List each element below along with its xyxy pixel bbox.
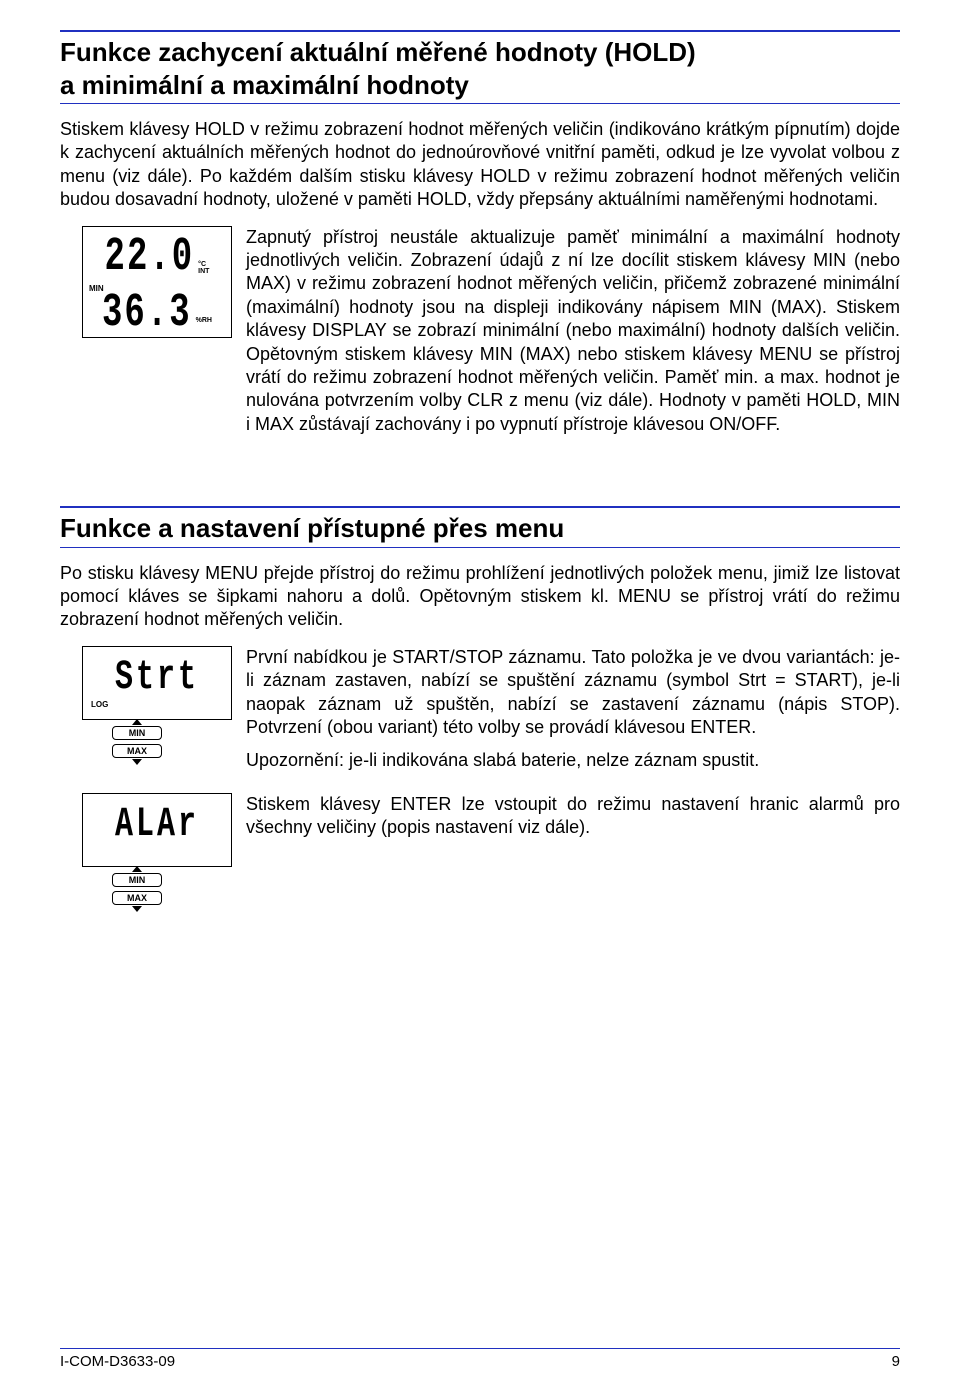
menu-item1-para-b: Upozornění: je-li indikována slabá bater…: [246, 749, 900, 772]
btn-min-2: MIN: [112, 873, 162, 887]
menu-item1-row: Strt LOG MIN MAX První nabídkou je START…: [82, 646, 900, 783]
section1-row: 22.0 °C INT MIN 36.3 %RH Zapnutý přístro…: [82, 226, 900, 447]
rule-top: [60, 30, 900, 32]
footer-rule: [60, 1348, 900, 1349]
rule-section2-top: [60, 506, 900, 508]
section2-para1: Po stisku klávesy MENU přejde přístroj d…: [60, 562, 900, 632]
section1-para1: Stiskem klávesy HOLD v režimu zobrazení …: [60, 118, 900, 212]
section1-para2: Zapnutý přístroj neustále aktualizuje pa…: [246, 226, 900, 437]
lcd-value-temp: 22.0: [105, 231, 195, 284]
page: Funkce zachycení aktuální měřené hodnoty…: [0, 0, 960, 1390]
lcd-unit-temp-int: INT: [198, 268, 209, 275]
footer-doc-id: I-COM-D3633-09: [60, 1353, 175, 1370]
lcd-alar: ALAr: [82, 793, 232, 867]
rule-under-title2: [60, 547, 900, 548]
lcd-label-log: LOG: [91, 700, 108, 709]
btn-max-1: MAX: [112, 744, 162, 758]
btn-min-1: MIN: [112, 726, 162, 740]
section2-title: Funkce a nastavení přístupné přes menu: [60, 512, 900, 545]
menu-item2-row: ALAr MIN MAX Stiskem klávesy ENTER lze v…: [82, 793, 900, 905]
lcd-unit-temp-c: °C: [198, 261, 206, 268]
lcd-strt: Strt LOG: [82, 646, 232, 720]
lcd-value-rh: 36.3: [102, 287, 192, 340]
lcd-unit-rh-text: %RH: [196, 317, 212, 324]
btn-stack-2: MIN MAX: [112, 873, 162, 905]
menu-item1-para-a: První nabídkou je START/STOP záznamu. Ta…: [246, 646, 900, 740]
footer-page-no: 9: [892, 1353, 900, 1370]
lcd-strt-text: Strt: [115, 654, 199, 702]
rule-under-title1: [60, 103, 900, 104]
lcd-unit-rh: %RH: [196, 317, 212, 324]
lcd-alar-text: ALAr: [115, 801, 199, 849]
section1-title: Funkce zachycení aktuální měřené hodnoty…: [60, 36, 900, 101]
lcd-minmax: 22.0 °C INT MIN 36.3 %RH: [82, 226, 232, 338]
footer: I-COM-D3633-09 9: [60, 1348, 900, 1370]
btn-max-2: MAX: [112, 891, 162, 905]
section1-title-line1: Funkce zachycení aktuální měřené hodnoty…: [60, 37, 696, 67]
section1-title-line2: a minimální a maximální hodnoty: [60, 69, 900, 102]
btn-stack-1: MIN MAX: [112, 726, 162, 758]
menu-item2-para: Stiskem klávesy ENTER lze vstoupit do re…: [246, 793, 900, 840]
lcd-unit-temp: °C INT: [198, 261, 209, 275]
